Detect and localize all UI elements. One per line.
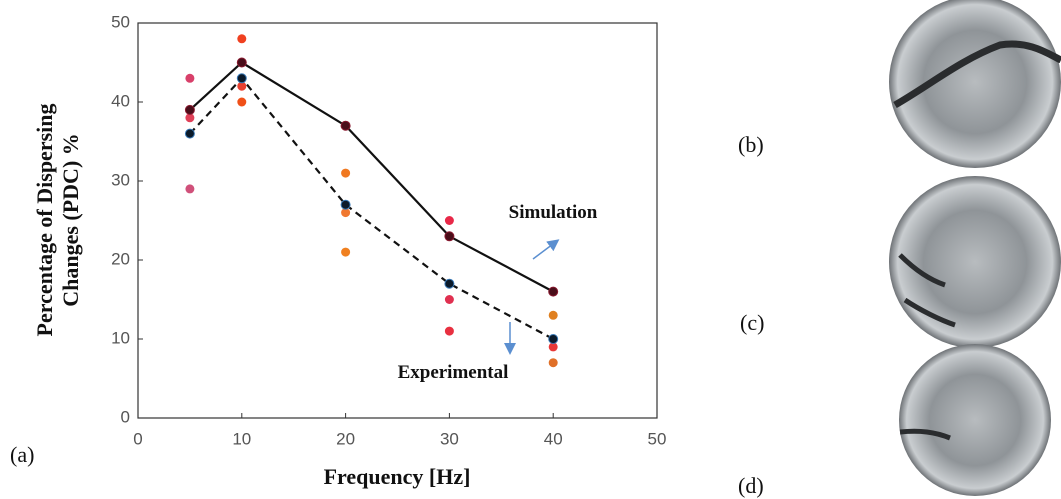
x-tick-label: 0 (133, 429, 142, 448)
panel-label: (c) (740, 310, 764, 335)
y-tick-label: 40 (111, 91, 130, 110)
measurement-point (341, 168, 351, 178)
panel-label: (a) (10, 442, 34, 467)
y-axis-label: Percentage of Dispersing (32, 104, 57, 337)
series-point (236, 73, 247, 84)
panel-label: (b) (738, 132, 764, 157)
series-point (340, 199, 351, 210)
measurement-point (185, 73, 195, 83)
series-point (444, 278, 455, 289)
photo-c (889, 176, 1061, 348)
series-point (444, 231, 455, 242)
series-line (189, 61, 554, 293)
measurement-point (237, 81, 247, 91)
arrow (532, 239, 560, 260)
series-point (548, 286, 559, 297)
x-tick-label: 30 (440, 429, 459, 448)
y-axis-label: Changes (PDC) % (58, 133, 83, 307)
series-point (548, 334, 559, 344)
measurement-point (548, 310, 558, 320)
measurement-point (341, 247, 351, 257)
measurement-point (444, 326, 454, 336)
x-tick-label: 10 (232, 429, 251, 448)
y-tick-label: 20 (111, 249, 130, 268)
photo-b (889, 0, 1061, 168)
measurement-point (444, 216, 454, 225)
measurement-point (237, 97, 247, 107)
x-tick-label: 50 (648, 429, 667, 448)
panel-label: (d) (738, 473, 764, 498)
measurement-point (548, 342, 558, 352)
measurement-point (341, 208, 351, 218)
photos (889, 0, 1061, 496)
measurement-point (548, 358, 558, 368)
measurement-point (185, 184, 195, 194)
annotation: Experimental (398, 362, 509, 383)
series-point (184, 128, 195, 139)
y-tick-label: 30 (111, 170, 130, 189)
series-point (236, 57, 247, 68)
annotation: Simulation (509, 202, 598, 223)
measurement-point (185, 113, 195, 123)
series-point (184, 104, 195, 115)
photo-d (899, 344, 1051, 496)
y-tick-label: 10 (111, 328, 130, 347)
plot-frame (137, 22, 658, 419)
y-tick-label: 50 (111, 12, 130, 31)
series-point (340, 120, 351, 131)
x-axis-label: Frequency [Hz] (324, 464, 471, 489)
x-tick-label: 20 (336, 429, 355, 448)
photo-d-streak (899, 428, 951, 441)
measurement-point (444, 295, 454, 304)
measurement-point (237, 34, 247, 44)
photo-c-streak (898, 253, 956, 328)
y-tick-label: 0 (121, 407, 130, 426)
series-line (189, 76, 554, 340)
photo-b-streak (893, 40, 1061, 109)
x-tick-label: 40 (544, 429, 563, 448)
